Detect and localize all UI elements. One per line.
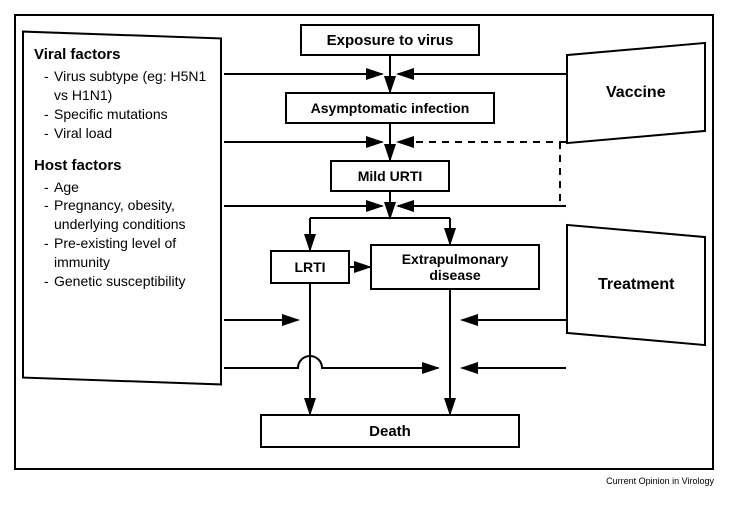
stage-extrapulmonary: Extrapulmonary disease <box>370 244 540 290</box>
stage-label: Extrapulmonary disease <box>378 251 532 283</box>
stage-label: LRTI <box>294 259 325 275</box>
viral-factors-list: Virus subtype (eg: H5N1 vs H1N1)Specific… <box>34 67 208 143</box>
panel-label: Vaccine <box>606 84 666 102</box>
stage-label: Death <box>369 423 411 440</box>
stage-mild-urti: Mild URTI <box>330 160 450 192</box>
stage-label: Exposure to virus <box>327 32 454 49</box>
panel-treatment: Treatment <box>566 224 706 346</box>
panel-vaccine: Vaccine <box>566 42 706 144</box>
list-item: Pregnancy, obesity, underlying condition… <box>44 196 208 234</box>
stage-label: Asymptomatic infection <box>311 100 470 116</box>
stage-exposure: Exposure to virus <box>300 24 480 56</box>
panel-factors: Viral factors Virus subtype (eg: H5N1 vs… <box>22 31 222 386</box>
list-item: Age <box>44 178 208 197</box>
list-item: Specific mutations <box>44 105 208 124</box>
list-item: Genetic susceptibility <box>44 272 208 291</box>
viral-factors-title: Viral factors <box>34 46 208 63</box>
panel-label: Treatment <box>598 276 674 294</box>
list-item: Pre-existing level of immunity <box>44 234 208 272</box>
credit-text: Current Opinion in Virology <box>606 476 714 486</box>
stage-death: Death <box>260 414 520 448</box>
stage-asymptomatic: Asymptomatic infection <box>285 92 495 124</box>
list-item: Virus subtype (eg: H5N1 vs H1N1) <box>44 67 208 105</box>
diagram-canvas: Exposure to virus Asymptomatic infection… <box>0 0 730 508</box>
host-factors-list: AgePregnancy, obesity, underlying condit… <box>34 178 208 291</box>
stage-label: Mild URTI <box>358 168 423 184</box>
stage-lrti: LRTI <box>270 250 350 284</box>
host-factors-title: Host factors <box>34 157 208 174</box>
list-item: Viral load <box>44 124 208 143</box>
